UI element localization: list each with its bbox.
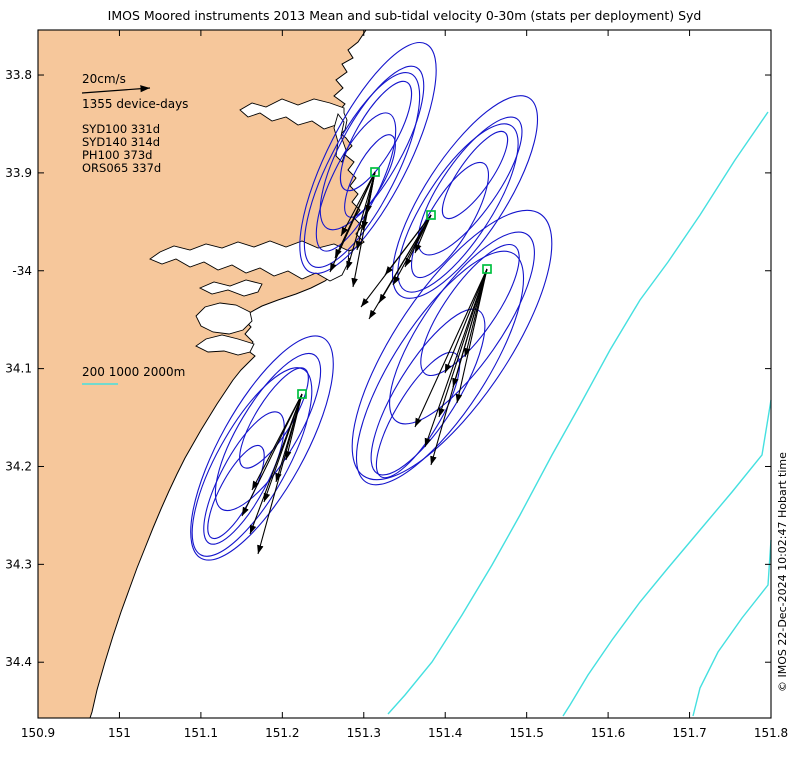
velocity-ellipse (191, 367, 313, 557)
x-tick-label: 151 (108, 726, 131, 740)
site-syd100 (360, 95, 539, 320)
velocity-ellipse (339, 80, 413, 192)
x-tick-label: 151.7 (672, 726, 706, 740)
velocity-ellipse (389, 231, 535, 425)
copyright-text: © IMOS 22-Dec-2024 10:02:47 Hobart time (776, 452, 789, 692)
x-tick-label: 150.9 (21, 726, 55, 740)
device-days-label: 1355 device-days (82, 97, 189, 111)
velocity-vector (414, 268, 488, 428)
velocity-ellipse (351, 209, 553, 481)
velocity-vector (414, 214, 432, 254)
velocity-ellipse (417, 116, 523, 256)
x-tick-label: 151.6 (591, 726, 625, 740)
mooring-marker (482, 264, 492, 274)
velocity-vector (365, 171, 376, 215)
velocity-ellipse (355, 250, 525, 486)
velocity-vector (430, 268, 488, 466)
x-tick-label: 151.3 (347, 726, 381, 740)
water-georges-river (198, 279, 263, 297)
deployment-label-ors065: ORS065 337d (82, 161, 162, 175)
velocity-ellipse (391, 95, 539, 299)
velocity-ellipse (441, 130, 509, 220)
plot-border (37, 29, 772, 719)
x-tick-label: 151.2 (265, 726, 299, 740)
y-tick-label: 34.4 (5, 655, 32, 669)
water-sydney-harbour (149, 240, 350, 282)
water-broken-bay (239, 98, 348, 135)
mooring-marker (426, 210, 436, 220)
y-tick-label: 34.2 (5, 459, 32, 473)
velocity-ellipse (214, 352, 322, 512)
y-tick-label: 34.1 (5, 362, 32, 376)
velocity-ellipse (370, 308, 486, 476)
x-tick-label: 151.4 (428, 726, 462, 740)
x-tick-label: 151.1 (184, 726, 218, 740)
velocity-ellipse (299, 41, 437, 275)
depth-contour (692, 539, 772, 717)
velocity-vector (251, 393, 303, 491)
velocity-ellipse (319, 65, 425, 231)
contour-depths-label: 200 1000 2000m (82, 365, 186, 379)
depth-contour (562, 399, 772, 717)
deployment-label-syd140: SYD140 314d (82, 135, 161, 149)
site-ors065 (299, 41, 437, 288)
velocity-vector (249, 393, 303, 535)
velocity-ellipse (375, 351, 461, 479)
velocity-vector (438, 268, 488, 418)
velocity-vector (455, 268, 488, 404)
mooring-marker (297, 389, 307, 399)
velocity-vector (257, 393, 303, 555)
y-tick-label: 34.3 (5, 557, 32, 571)
velocity-vector (346, 171, 376, 271)
velocity-vector (404, 214, 432, 268)
velocity-vector (368, 214, 432, 320)
water-botany-bay (195, 302, 253, 335)
velocity-vector (284, 393, 303, 461)
velocity-ellipse (190, 335, 334, 561)
water-port-hacking (195, 334, 255, 356)
site-ph100 (190, 335, 334, 561)
velocity-vector (340, 171, 376, 237)
deployment-label-ph100: PH100 373d (82, 148, 153, 162)
x-tick-label: 151.8 (754, 726, 788, 740)
mooring-marker (370, 167, 380, 177)
scale-arrow-label: 20cm/s (82, 72, 126, 86)
velocity-ellipse (344, 134, 396, 218)
velocity-vector (444, 268, 488, 374)
velocity-ellipse (397, 123, 519, 293)
page-title: IMOS Moored instruments 2013 Mean and su… (107, 8, 702, 23)
y-tick-label: -34 (12, 264, 32, 278)
depth-contour (387, 111, 769, 715)
velocity-vector (424, 268, 488, 448)
velocity-ellipse (410, 161, 490, 279)
velocity-ellipse (203, 411, 285, 545)
velocity-vector (329, 171, 376, 273)
site-syd140 (351, 209, 553, 486)
y-tick-label: 33.9 (5, 166, 32, 180)
deployment-label-syd100: SYD100 331d (82, 122, 161, 136)
velocity-vector (360, 214, 432, 308)
y-tick-label: 33.8 (5, 68, 32, 82)
velocity-ellipse (420, 243, 520, 377)
velocity-ellipse (303, 71, 421, 269)
scale-arrow (81, 85, 151, 94)
velocity-ellipse (239, 367, 309, 469)
x-tick-label: 151.5 (509, 726, 543, 740)
